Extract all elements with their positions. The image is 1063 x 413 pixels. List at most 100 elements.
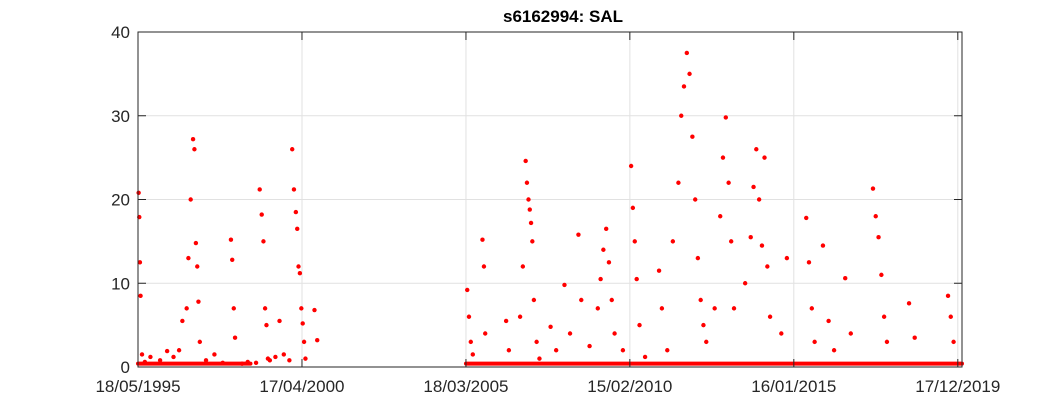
data-point — [609, 297, 614, 303]
data-point — [157, 358, 163, 363]
data-point — [520, 264, 526, 269]
data-point — [261, 239, 266, 244]
data-point — [881, 314, 887, 319]
x-tick-label: 17/12/2019 — [915, 377, 1000, 396]
data-point — [137, 260, 143, 265]
data-point — [267, 358, 273, 363]
data-point — [809, 306, 815, 311]
data-point — [481, 264, 487, 269]
data-point — [826, 318, 831, 324]
data-point — [293, 209, 299, 215]
data-point — [480, 237, 485, 242]
data-point — [579, 297, 584, 303]
data-point — [142, 359, 148, 365]
data-point — [767, 314, 773, 319]
data-point — [948, 314, 953, 319]
data-point — [876, 234, 881, 240]
data-point — [951, 339, 956, 345]
data-point — [759, 243, 765, 248]
data-point — [136, 190, 141, 195]
y-tick-label: 10 — [111, 274, 130, 293]
data-point — [765, 264, 770, 269]
data-point — [690, 134, 695, 139]
data-point — [748, 234, 753, 240]
data-point — [190, 137, 196, 142]
data-point — [751, 184, 756, 190]
data-point — [171, 354, 176, 360]
data-point — [576, 232, 581, 237]
data-point — [726, 180, 731, 185]
data-point — [303, 356, 308, 361]
data-point — [632, 239, 637, 244]
plot-area: 18/05/1995 17/04/2000 18/03/2005 15/02/2010… — [95, 23, 1000, 396]
data-point — [553, 348, 559, 353]
data-point — [212, 352, 217, 357]
data-point — [620, 348, 626, 353]
data-point — [506, 348, 512, 353]
data-point — [195, 264, 200, 269]
data-point — [831, 348, 837, 353]
data-point — [524, 180, 530, 185]
data-point — [695, 255, 701, 261]
data-point — [731, 306, 737, 311]
data-point — [812, 339, 817, 345]
data-point — [945, 293, 951, 299]
x-tick-label: 15/02/2010 — [587, 377, 672, 396]
data-point — [681, 84, 687, 89]
data-point — [656, 268, 662, 273]
data-point — [612, 331, 617, 336]
data-point — [188, 197, 193, 202]
data-point — [264, 322, 269, 328]
data-point — [299, 306, 304, 311]
data-point — [262, 306, 268, 311]
data-point — [779, 331, 784, 336]
y-tick-label: 0 — [121, 358, 130, 377]
data-point — [603, 226, 609, 232]
data-point — [517, 314, 523, 319]
data-point — [548, 324, 553, 329]
data-point — [879, 272, 884, 278]
y-tick-label: 20 — [111, 191, 130, 210]
x-tick-label: 18/03/2005 — [423, 377, 508, 396]
data-point — [912, 335, 917, 340]
data-point — [754, 147, 759, 152]
data-point — [634, 276, 639, 282]
data-point — [562, 282, 567, 288]
data-point — [531, 297, 537, 303]
data-point — [301, 339, 307, 345]
data-point — [820, 243, 826, 248]
data-point — [273, 354, 278, 360]
data-point — [245, 359, 250, 365]
data-point — [139, 352, 145, 357]
data-point — [287, 358, 292, 363]
axis-ticks: 18/05/1995 17/04/2000 18/03/2005 15/02/2010… — [95, 23, 1000, 396]
data-point — [870, 186, 876, 191]
data-point — [180, 318, 185, 324]
data-point — [176, 348, 182, 353]
data-point — [239, 361, 245, 366]
data-point — [804, 215, 809, 221]
data-point — [138, 293, 143, 299]
data-point — [630, 205, 636, 211]
data-point — [848, 331, 853, 336]
data-point — [587, 343, 592, 349]
data-point — [528, 220, 534, 226]
chart-title: s6162994: SAL — [503, 7, 623, 26]
data-point — [601, 247, 606, 252]
data-point — [296, 264, 301, 269]
data-point — [723, 115, 729, 120]
data-point — [567, 331, 573, 336]
data-point — [164, 348, 170, 354]
data-point — [598, 276, 603, 282]
data-point — [259, 212, 264, 217]
data-point — [253, 360, 259, 366]
data-point — [465, 287, 470, 293]
data-point — [300, 321, 305, 326]
data-point — [701, 322, 706, 328]
data-point — [526, 197, 531, 202]
data-point — [295, 226, 300, 232]
data-point — [231, 306, 236, 311]
data-point — [873, 214, 878, 219]
data-point — [756, 197, 762, 202]
